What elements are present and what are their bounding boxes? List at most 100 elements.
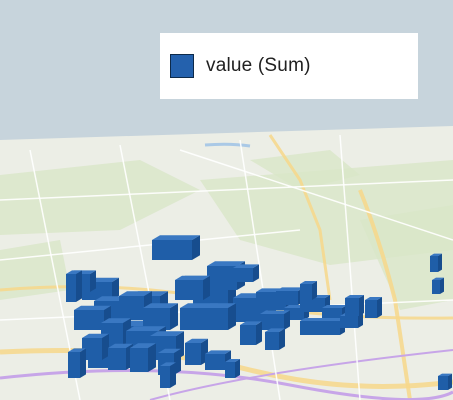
column-top xyxy=(202,303,236,308)
column-top xyxy=(322,305,347,308)
column-top xyxy=(68,348,86,352)
column-front xyxy=(82,338,102,360)
column-top xyxy=(130,343,156,348)
column-front xyxy=(300,298,325,312)
column-front xyxy=(160,366,170,388)
column-top xyxy=(108,343,133,348)
column-top xyxy=(233,264,259,268)
column-front xyxy=(365,300,377,318)
column-top xyxy=(119,291,152,296)
column-side xyxy=(170,362,176,388)
park-area xyxy=(0,160,200,235)
park-area xyxy=(0,240,70,300)
column-front xyxy=(300,284,312,300)
column-top xyxy=(225,359,240,362)
column-side xyxy=(170,303,178,330)
minor-road xyxy=(239,139,281,400)
column-top xyxy=(205,350,231,354)
column-front xyxy=(68,352,80,378)
column-front xyxy=(143,308,170,330)
minor-road xyxy=(339,134,361,400)
column-top xyxy=(300,281,317,284)
column-top xyxy=(276,287,304,291)
column-front xyxy=(108,348,126,370)
column-front xyxy=(265,332,279,350)
map-ground-layer xyxy=(0,134,453,400)
column-top xyxy=(175,275,210,280)
map-legend: value (Sum) xyxy=(160,33,418,99)
minor-road xyxy=(0,229,301,261)
column-front xyxy=(340,316,358,328)
column-top xyxy=(432,277,444,280)
column-front xyxy=(130,348,148,372)
column-front xyxy=(66,274,76,302)
column-front xyxy=(202,308,228,330)
column-front xyxy=(233,268,253,282)
column-side xyxy=(256,321,262,345)
column-side xyxy=(438,253,442,272)
major-road xyxy=(268,134,332,301)
column-side xyxy=(377,297,382,318)
column-top xyxy=(66,270,82,274)
column-side xyxy=(80,348,86,378)
column-side xyxy=(359,295,364,316)
column-front xyxy=(225,362,235,378)
column-top xyxy=(430,253,442,256)
legend-swatch xyxy=(170,54,194,78)
column-front xyxy=(300,321,322,335)
column-top xyxy=(365,297,382,300)
legend-label: value (Sum) xyxy=(206,55,311,76)
column-front xyxy=(74,310,104,330)
column-top xyxy=(185,338,208,343)
column-side xyxy=(440,277,444,294)
column-front xyxy=(345,298,359,316)
column-side xyxy=(192,235,200,260)
column-front xyxy=(260,314,284,330)
column-top xyxy=(300,318,327,321)
column-top xyxy=(143,303,178,308)
major-road xyxy=(358,189,412,400)
column-top xyxy=(438,373,452,376)
column-side xyxy=(228,303,236,330)
column-top xyxy=(126,326,166,331)
column-side xyxy=(284,310,290,330)
column-top xyxy=(320,318,345,321)
column-side xyxy=(203,275,210,300)
park-area xyxy=(360,205,453,310)
column-side xyxy=(253,264,259,282)
minor-road xyxy=(179,149,453,241)
column-top xyxy=(265,328,285,332)
column-front xyxy=(185,343,201,365)
column-top xyxy=(101,318,131,323)
column-side xyxy=(90,270,96,292)
column-top xyxy=(150,331,184,336)
column-layer xyxy=(66,235,452,390)
water-line xyxy=(204,142,251,148)
park-area xyxy=(250,150,360,190)
column-front xyxy=(438,376,448,390)
column-top xyxy=(160,362,176,366)
column-front xyxy=(320,321,340,335)
minor-road xyxy=(0,179,453,201)
column-front xyxy=(152,240,192,260)
column-side xyxy=(448,373,452,390)
column-side xyxy=(358,313,363,328)
column-top xyxy=(207,261,245,266)
column-top xyxy=(345,295,364,298)
column-front xyxy=(276,291,298,305)
column-side xyxy=(312,281,317,300)
column-side xyxy=(112,277,119,300)
column-side xyxy=(235,359,240,378)
column-front xyxy=(430,256,438,272)
column-side xyxy=(279,328,285,350)
column-front xyxy=(322,308,342,320)
column-top xyxy=(82,333,109,338)
column-front xyxy=(207,266,237,290)
column-top xyxy=(158,348,181,353)
column-top xyxy=(74,305,111,310)
column-front xyxy=(119,296,144,320)
column-front xyxy=(432,280,440,294)
column-top xyxy=(260,310,290,314)
column-front xyxy=(240,325,256,345)
